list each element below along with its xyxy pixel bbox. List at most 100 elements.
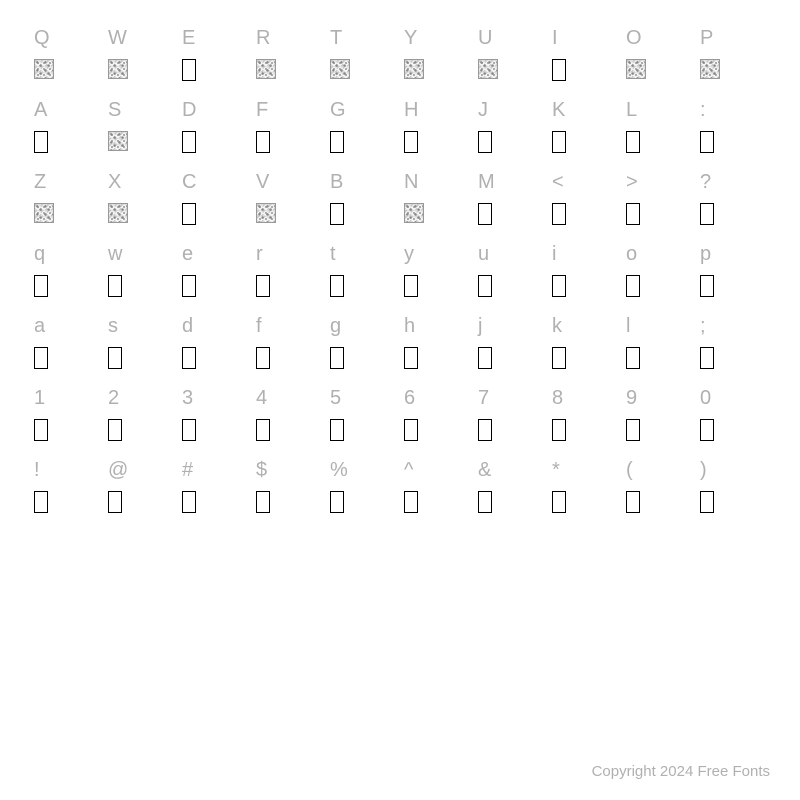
char-label: t [326,236,400,273]
char-label: o [622,236,696,273]
missing-glyph-box [34,275,48,297]
char-label: S [104,92,178,129]
char-label-text: q [34,243,45,266]
char-label: 5 [326,380,400,417]
char-label: 4 [252,380,326,417]
char-label: K [548,92,622,129]
char-label-text: N [404,171,418,194]
glyph-cell [30,345,104,380]
glyph-cell [474,201,548,236]
glyph-cell [548,273,622,308]
char-label-text: t [330,243,336,266]
char-label-text: E [182,27,195,50]
missing-glyph-box [182,491,196,513]
char-label: w [104,236,178,273]
glyph-cell [252,417,326,452]
char-label: V [252,164,326,201]
glyph-cell [178,201,252,236]
missing-glyph-box [404,347,418,369]
glyph-cell [474,345,548,380]
char-label: % [326,452,400,489]
char-label-text: 8 [552,387,563,410]
char-label: j [474,308,548,345]
glyph-cell [178,345,252,380]
char-label: & [474,452,548,489]
char-label: a [30,308,104,345]
glyph-cell [548,129,622,164]
char-label-text: * [552,459,560,482]
char-label-text: L [626,99,637,122]
char-label: Y [400,20,474,57]
char-label-text: i [552,243,556,266]
missing-glyph-box [34,419,48,441]
glyph-cell [622,417,696,452]
char-label-text: X [108,171,121,194]
char-label: W [104,20,178,57]
char-label-text: k [552,315,562,338]
missing-glyph-box [626,419,640,441]
char-label: p [696,236,770,273]
char-label: : [696,92,770,129]
character-map-grid: QWERTYUIOPASDFGHJKL:ZXCVBNM<>?qwertyuiop… [30,20,770,524]
char-label: ) [696,452,770,489]
missing-glyph-box [626,131,640,153]
glyph-cell [548,417,622,452]
char-label: X [104,164,178,201]
missing-glyph-box [182,275,196,297]
glyph-cell [104,489,178,524]
char-label-text: d [182,315,193,338]
char-label: N [400,164,474,201]
ornate-glyph [256,59,276,79]
missing-glyph-box [256,419,270,441]
char-label: q [30,236,104,273]
char-label: r [252,236,326,273]
missing-glyph-box [34,131,48,153]
missing-glyph-box [330,203,344,225]
char-label: i [548,236,622,273]
char-label-text: O [626,27,642,50]
char-label-text: 0 [700,387,711,410]
char-label: < [548,164,622,201]
char-label: R [252,20,326,57]
char-label-text: o [626,243,637,266]
char-label: e [178,236,252,273]
char-label-text: > [626,171,638,194]
glyph-cell [104,273,178,308]
missing-glyph-box [256,275,270,297]
char-label-text: e [182,243,193,266]
missing-glyph-box [700,131,714,153]
char-label-text: P [700,27,713,50]
char-label-text: Q [34,27,50,50]
char-label-text: h [404,315,415,338]
missing-glyph-box [108,419,122,441]
char-label-text: 4 [256,387,267,410]
char-label: * [548,452,622,489]
glyph-cell [400,273,474,308]
missing-glyph-box [108,347,122,369]
char-label: H [400,92,474,129]
glyph-cell [622,201,696,236]
char-label: f [252,308,326,345]
glyph-cell [178,489,252,524]
glyph-cell [400,345,474,380]
missing-glyph-box [552,491,566,513]
glyph-cell [400,201,474,236]
char-label-text: & [478,459,491,482]
char-label-text: Y [404,27,417,50]
char-label-text: : [700,99,706,122]
char-label: s [104,308,178,345]
missing-glyph-box [330,131,344,153]
ornate-glyph [34,203,54,223]
glyph-cell [326,201,400,236]
char-label: E [178,20,252,57]
glyph-cell [696,417,770,452]
glyph-cell [104,57,178,92]
char-label: T [326,20,400,57]
missing-glyph-box [478,275,492,297]
char-label-text: 3 [182,387,193,410]
glyph-cell [326,57,400,92]
char-label-text: ( [626,459,633,482]
missing-glyph-box [552,275,566,297]
char-label-text: 2 [108,387,119,410]
glyph-cell [178,57,252,92]
